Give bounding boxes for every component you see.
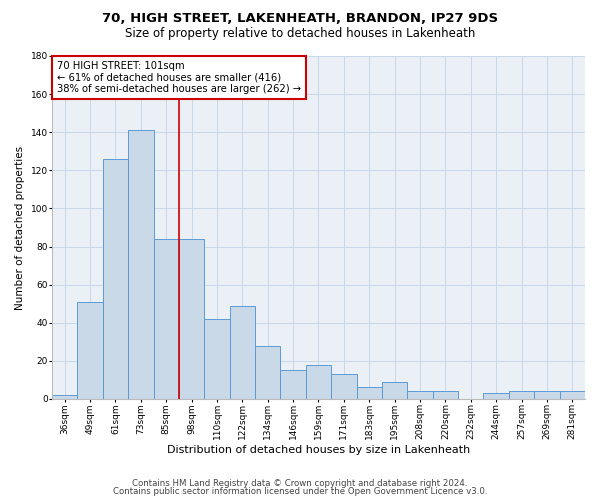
Bar	[280, 370, 306, 399]
Y-axis label: Number of detached properties: Number of detached properties	[15, 146, 25, 310]
Bar	[52, 395, 77, 399]
Bar	[230, 306, 255, 399]
Bar	[154, 239, 179, 399]
Text: 70 HIGH STREET: 101sqm
← 61% of detached houses are smaller (416)
38% of semi-de: 70 HIGH STREET: 101sqm ← 61% of detached…	[58, 61, 301, 94]
Bar	[204, 319, 230, 399]
X-axis label: Distribution of detached houses by size in Lakenheath: Distribution of detached houses by size …	[167, 445, 470, 455]
Text: Size of property relative to detached houses in Lakenheath: Size of property relative to detached ho…	[125, 28, 475, 40]
Bar	[128, 130, 154, 399]
Text: 70, HIGH STREET, LAKENHEATH, BRANDON, IP27 9DS: 70, HIGH STREET, LAKENHEATH, BRANDON, IP…	[102, 12, 498, 26]
Bar	[509, 392, 534, 399]
Bar	[560, 392, 585, 399]
Bar	[407, 392, 433, 399]
Bar	[356, 388, 382, 399]
Bar	[306, 364, 331, 399]
Text: Contains public sector information licensed under the Open Government Licence v3: Contains public sector information licen…	[113, 487, 487, 496]
Bar	[255, 346, 280, 399]
Bar	[484, 393, 509, 399]
Bar	[433, 392, 458, 399]
Bar	[179, 239, 204, 399]
Bar	[77, 302, 103, 399]
Bar	[103, 159, 128, 399]
Bar	[382, 382, 407, 399]
Text: Contains HM Land Registry data © Crown copyright and database right 2024.: Contains HM Land Registry data © Crown c…	[132, 478, 468, 488]
Bar	[331, 374, 356, 399]
Bar	[534, 392, 560, 399]
